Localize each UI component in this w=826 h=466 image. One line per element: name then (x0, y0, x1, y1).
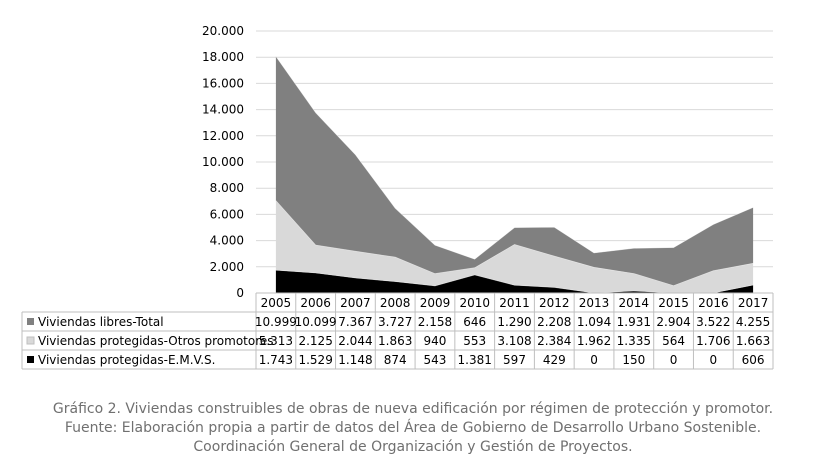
y-tick-label: 0 (236, 286, 244, 300)
x-tick-label: 2011 (499, 296, 530, 310)
data-label: 3.522 (696, 315, 730, 329)
x-tick-label: 2015 (658, 296, 689, 310)
y-tick-label: 2.000 (210, 260, 244, 274)
data-label: 3.727 (378, 315, 412, 329)
data-label: 1.381 (458, 353, 492, 367)
y-tick-label: 6.000 (210, 207, 244, 221)
data-label: 606 (742, 353, 765, 367)
data-label: 3.108 (497, 334, 531, 348)
x-tick-label: 2009 (420, 296, 451, 310)
stacked-area-chart: 0 2.000 4.000 6.000 8.000 10.000 12.000 14.000 1… (21, 24, 774, 370)
x-tick-label: 2008 (380, 296, 411, 310)
data-label: 2.384 (537, 334, 571, 348)
x-tick-label: 2005 (261, 296, 292, 310)
x-tick-label: 2013 (579, 296, 610, 310)
x-tick-label: 2007 (340, 296, 371, 310)
area-viviendas-protegidas-e-m-v-s- (275, 270, 754, 293)
data-label: 1.663 (736, 334, 770, 348)
legend-key (27, 356, 34, 363)
legend-key (27, 318, 34, 325)
legend-label: Viviendas protegidas-E.M.V.S. (38, 353, 215, 367)
series-edge (275, 200, 754, 286)
y-tick-label: 4.000 (210, 234, 244, 248)
data-label: 4.255 (736, 315, 770, 329)
y-tick-label: 16.000 (202, 76, 244, 90)
data-label: 2.904 (656, 315, 690, 329)
data-label: 1.094 (577, 315, 611, 329)
data-label: 564 (662, 334, 685, 348)
y-axis: 0 2.000 4.000 6.000 8.000 10.000 12.000 14.000 1… (202, 24, 244, 300)
data-label: 2.208 (537, 315, 571, 329)
data-label: 7.367 (338, 315, 372, 329)
caption-source: Fuente: Elaboración propia a partir de d… (64, 420, 762, 436)
data-label: 2.044 (338, 334, 372, 348)
y-tick-label: 8.000 (210, 181, 244, 195)
x-tick-label: 2012 (539, 296, 570, 310)
y-tick-label: 12.000 (202, 129, 244, 143)
data-label: 1.931 (617, 315, 651, 329)
data-label: 1.148 (338, 353, 372, 367)
data-label: 646 (463, 315, 486, 329)
data-label: 10.999 (255, 315, 297, 329)
data-label: 0 (710, 353, 718, 367)
data-label: 940 (424, 334, 447, 348)
data-label: 429 (543, 353, 566, 367)
data-label: 150 (622, 353, 645, 367)
caption-credit: Coordinación General de Organización y G… (193, 439, 633, 455)
series-edge (275, 56, 754, 260)
data-label: 2.158 (418, 315, 452, 329)
data-label: 1.335 (617, 334, 651, 348)
x-tick-label: 2014 (619, 296, 650, 310)
area-viviendas-protegidas-otros-promotores (275, 200, 754, 293)
x-tick-label: 2017 (738, 296, 769, 310)
y-tick-label: 10.000 (202, 155, 244, 169)
data-label: 0 (590, 353, 598, 367)
x-tick-label: 2006 (300, 296, 331, 310)
legend-label: Viviendas protegidas-Otros promotores (38, 334, 274, 348)
data-label: 553 (463, 334, 486, 348)
y-tick-label: 14.000 (202, 103, 244, 117)
legend-label: Viviendas libres-Total (38, 315, 164, 329)
data-label: 5.313 (259, 334, 293, 348)
area-viviendas-libres-total (275, 56, 754, 286)
data-label: 1.529 (298, 353, 332, 367)
data-label: 543 (424, 353, 447, 367)
x-tick-label: 2016 (698, 296, 729, 310)
data-label: 1.863 (378, 334, 412, 348)
x-tick-label: 2010 (459, 296, 490, 310)
data-label: 1.706 (696, 334, 730, 348)
legend-key (26, 336, 35, 345)
area-series (256, 56, 773, 294)
data-label: 874 (384, 353, 407, 367)
data-label: 1.290 (497, 315, 531, 329)
data-label: 10.099 (295, 315, 337, 329)
data-table: 2005 2006 2007 2008 2009 2010 2011 2012 2013 2014… (21, 292, 774, 370)
data-label: 1.743 (259, 353, 293, 367)
data-label: 0 (670, 353, 678, 367)
caption-title: Gráfico 2. Viviendas construibles de obr… (52, 401, 774, 417)
data-label: 2.125 (298, 334, 332, 348)
data-label: 1.962 (577, 334, 611, 348)
y-tick-label: 20.000 (202, 24, 244, 38)
data-label: 597 (503, 353, 526, 367)
y-tick-label: 18.000 (202, 50, 244, 64)
